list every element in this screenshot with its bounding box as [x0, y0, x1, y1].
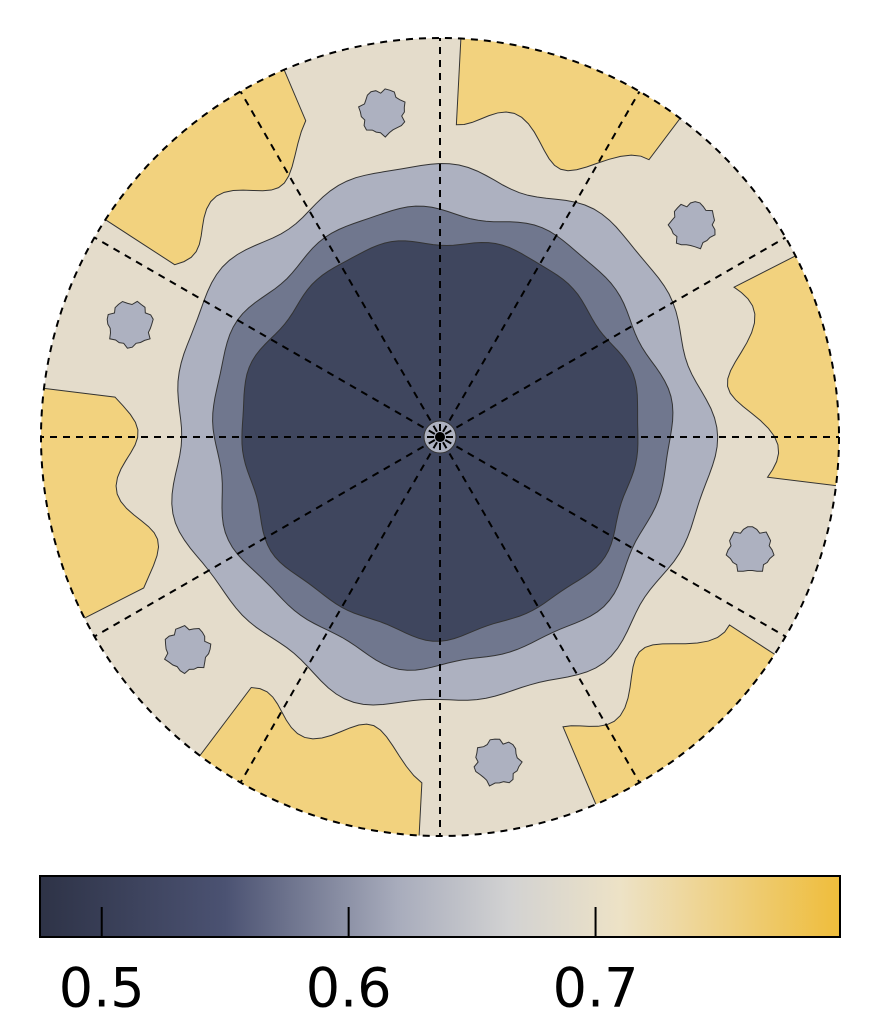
contour-region — [357, 88, 406, 138]
spoke — [444, 439, 787, 638]
spoke — [239, 90, 438, 433]
contour-region — [667, 201, 716, 250]
colorbar-tick-label: 0.7 — [553, 957, 639, 1020]
colorbar-body — [39, 875, 841, 938]
spoke — [93, 439, 436, 638]
contour-region — [725, 526, 775, 572]
overlay — [40, 37, 840, 837]
colorbar-tick-label: 0.5 — [59, 957, 145, 1020]
contour-region — [106, 300, 154, 349]
spoke — [442, 90, 641, 433]
colorbar-tick-label: 0.6 — [306, 957, 392, 1020]
contour-region — [180, 686, 423, 836]
spoke — [444, 236, 787, 435]
colorbar: 0.5 0.6 0.7 — [39, 875, 841, 1020]
contour-region — [163, 625, 212, 675]
contour-region — [455, 38, 700, 172]
spoke — [239, 441, 438, 784]
spoke — [442, 441, 641, 784]
spoke — [93, 236, 436, 435]
outline — [40, 37, 840, 837]
center-marker — [435, 432, 445, 442]
contour-region — [473, 738, 523, 787]
